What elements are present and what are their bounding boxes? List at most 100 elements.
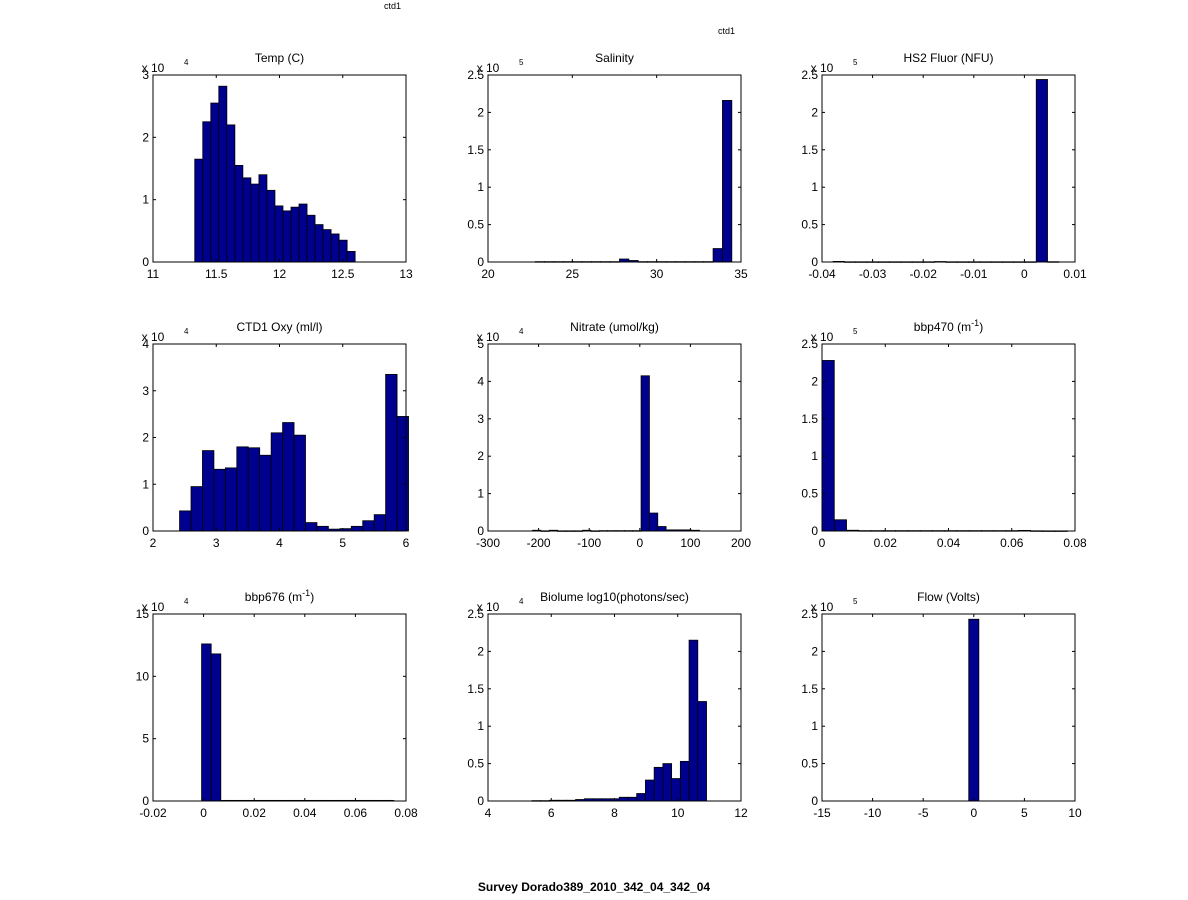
histogram-bar — [833, 519, 847, 532]
y-tick-label: 1 — [811, 719, 818, 733]
histogram-bar — [242, 177, 252, 263]
x-tick-label: 8 — [611, 806, 618, 820]
y-tick-label: 1 — [142, 193, 149, 207]
y-tick-label: 0.5 — [801, 487, 818, 501]
y-scale-exponent: 5 — [853, 597, 858, 606]
x-tick-label: 12.5 — [331, 267, 355, 281]
histogram-bar — [224, 467, 238, 532]
histogram-bar — [712, 248, 723, 263]
ctd1-tag-mid: ctd1 — [718, 26, 735, 36]
panel-title: CTD1 Oxy (ml/l) — [237, 320, 323, 334]
panel-title: HS2 Fluor (NFU) — [903, 51, 993, 65]
y-tick-label: 0 — [811, 255, 818, 269]
y-tick-label: 0 — [477, 255, 484, 269]
histogram-bar — [236, 446, 249, 532]
histogram-panel-5: -300 -200 -100 0 100 200 0 1 2 3 4 5x 10 4 Nitrate (u… — [476, 320, 751, 550]
histogram-bar — [210, 102, 220, 263]
x-tick-label: 35 — [734, 267, 748, 281]
y-tick-label: 0 — [811, 524, 818, 538]
y-tick-label: 1 — [477, 180, 484, 194]
y-scale-multiplier: x 10 — [477, 61, 500, 75]
y-tick-label: 0 — [142, 524, 149, 538]
histogram-bar — [640, 375, 650, 532]
histogram-bar — [202, 450, 215, 532]
x-tick-label: -15 — [813, 806, 831, 820]
y-tick-label: 2 — [477, 105, 484, 119]
panel-title: bbp470 (m-1) — [914, 318, 983, 334]
y-tick-label: 0 — [477, 524, 484, 538]
x-tick-label: 0 — [970, 806, 977, 820]
histogram-bar — [259, 454, 272, 532]
y-tick-label: 2 — [811, 374, 818, 388]
y-tick-label: 2.5 — [467, 607, 484, 621]
histogram-bar — [396, 416, 409, 532]
histogram-bar — [298, 203, 308, 263]
x-tick-label: 11 — [147, 267, 160, 281]
x-tick-label: 0.02 — [874, 536, 898, 550]
panel-title: Flow (Volts) — [917, 590, 980, 604]
histogram-bar — [274, 205, 284, 263]
y-scale-multiplier: x 10 — [477, 330, 500, 344]
x-tick-label: 5 — [339, 536, 346, 550]
x-tick-label: 0.01 — [1063, 267, 1087, 281]
x-tick-label: -0.02 — [910, 267, 938, 281]
histogram-panel-2: 20 25 30 35 0 0.5 1 1.5 2 2.5x 10 5 Salinity — [467, 51, 748, 281]
axes-box — [487, 343, 742, 532]
histogram-bar — [179, 510, 192, 532]
histogram-bar — [290, 206, 300, 263]
y-scale-multiplier: x 10 — [811, 330, 834, 344]
x-tick-label: 6 — [548, 806, 555, 820]
panel-title: Biolume log10(photons/sec) — [540, 590, 689, 604]
x-tick-label: -200 — [527, 536, 551, 550]
panel-title: Salinity — [595, 51, 634, 65]
histogram-bar — [362, 520, 375, 532]
histogram-panel-6: 0 0.02 0.04 0.06 0.08 0 0.5 1 1.5 2 2.5x 10 5 bbp470… — [801, 318, 1087, 550]
y-tick-label: 0.5 — [801, 218, 818, 232]
y-scale-multiplier: x 10 — [811, 600, 834, 614]
y-tick-label: 1 — [811, 180, 818, 194]
y-tick-label: 2 — [477, 449, 484, 463]
histogram-panel-9: -15 -10 -5 0 5 10 0 0.5 1 1.5 2 2.5x 10 5 Flow (Volts… — [801, 590, 1082, 820]
y-scale-exponent: 4 — [519, 597, 524, 606]
x-tick-label: 200 — [731, 536, 751, 550]
y-tick-label: 1.5 — [801, 682, 818, 696]
y-tick-label: 1.5 — [801, 143, 818, 157]
y-tick-label: 2 — [811, 644, 818, 658]
y-tick-label: 10 — [136, 669, 150, 683]
x-tick-label: 20 — [481, 267, 495, 281]
histogram-bar — [201, 643, 212, 802]
x-tick-label: 0.06 — [1000, 536, 1024, 550]
y-scale-exponent: 4 — [184, 327, 189, 336]
histogram-bar — [226, 124, 236, 263]
histogram-bar — [722, 100, 733, 263]
y-tick-label: 0.5 — [467, 218, 484, 232]
x-tick-label: 12 — [273, 267, 287, 281]
y-tick-label: 2 — [811, 105, 818, 119]
y-scale-exponent: 4 — [184, 597, 189, 606]
x-tick-label: 0.08 — [1063, 536, 1087, 550]
histogram-bar — [210, 653, 222, 802]
histogram-bar — [618, 796, 629, 802]
y-tick-label: 2.5 — [801, 68, 818, 82]
y-scale-multiplier: x 10 — [142, 330, 165, 344]
histogram-bar — [306, 214, 316, 263]
axes-box — [487, 74, 742, 263]
histogram-bar — [657, 526, 667, 532]
y-scale-multiplier: x 10 — [142, 61, 165, 75]
histogram-bar — [679, 760, 690, 802]
y-tick-label: 0 — [142, 255, 149, 269]
histogram-bar — [330, 233, 340, 263]
histogram-bar — [234, 164, 244, 263]
histogram-bar — [338, 239, 348, 263]
x-tick-label: 3 — [213, 536, 220, 550]
histogram-bar — [258, 174, 268, 263]
histogram-bar — [305, 522, 318, 532]
axes-box — [821, 74, 1076, 263]
histogram-bar — [653, 766, 664, 802]
histogram-bar — [247, 447, 261, 532]
y-scale-exponent: 4 — [184, 58, 189, 67]
x-tick-label: 10 — [1068, 806, 1082, 820]
y-tick-label: 15 — [136, 607, 150, 621]
histogram-bar — [218, 85, 228, 263]
